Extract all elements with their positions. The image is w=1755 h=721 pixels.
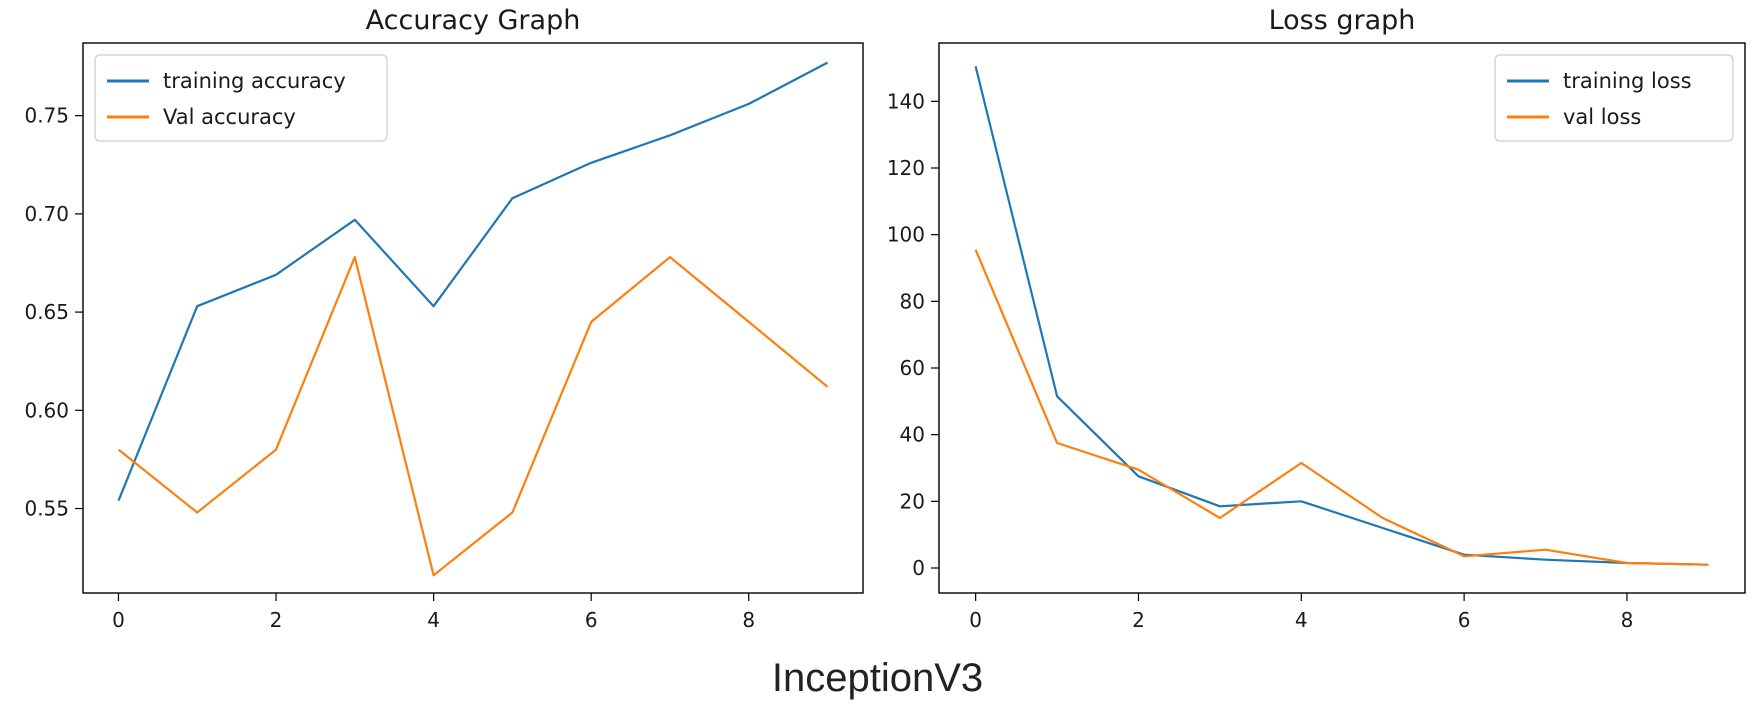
loss-y-tick-label: 60 <box>900 356 925 380</box>
accuracy-series-1-line <box>117 256 829 577</box>
loss-x-tick-label: 4 <box>1295 608 1308 632</box>
accuracy-axes-frame <box>82 42 864 594</box>
loss-axes-frame <box>938 42 1746 594</box>
accuracy-x-tick-label: 2 <box>270 608 283 632</box>
loss-y-tick-label: 0 <box>912 556 925 580</box>
accuracy-legend: training accuracy Val accuracy <box>94 54 388 142</box>
loss-legend-label-0: training loss <box>1563 69 1692 93</box>
accuracy-y-tick-label: 0.60 <box>24 398 69 422</box>
accuracy-x-tick-label: 6 <box>585 608 598 632</box>
accuracy-x-tick-label: 4 <box>427 608 440 632</box>
loss-y-tick-label: 120 <box>887 156 925 180</box>
loss-chart-title: Loss graph <box>1269 5 1416 36</box>
accuracy-y-tick-label: 0.75 <box>24 104 69 128</box>
loss-y-tick-label: 140 <box>887 89 925 113</box>
accuracy-x-tick-label: 0 <box>112 608 125 632</box>
loss-x-tick-label: 6 <box>1458 608 1471 632</box>
loss-legend: training loss val loss <box>1494 54 1734 142</box>
accuracy-y-tick-label: 0.55 <box>24 497 69 521</box>
accuracy-series-0-line <box>117 61 829 502</box>
loss-series-1-line <box>974 249 1709 566</box>
accuracy-legend-label-1: Val accuracy <box>163 105 296 129</box>
loss-y-tick-label: 80 <box>900 289 925 313</box>
accuracy-chart: Accuracy Graph 0 2 4 6 8 0.55 0.60 0.65 0.70 0.75 t… <box>24 5 864 632</box>
loss-y-tick-label: 100 <box>887 223 925 247</box>
loss-y-tick-label: 40 <box>900 423 925 447</box>
loss-y-tick-label: 20 <box>900 489 925 513</box>
loss-x-tick-label: 0 <box>969 608 982 632</box>
loss-series-0-line <box>974 66 1709 566</box>
accuracy-legend-label-0: training accuracy <box>163 69 346 93</box>
figure-caption: InceptionV3 <box>771 656 984 700</box>
loss-x-tick-label: 8 <box>1621 608 1634 632</box>
loss-legend-label-1: val loss <box>1563 105 1641 129</box>
accuracy-legend-box <box>94 54 388 142</box>
accuracy-y-tick-label: 0.70 <box>24 202 69 226</box>
accuracy-chart-title: Accuracy Graph <box>366 5 581 36</box>
accuracy-x-tick-label: 8 <box>742 608 755 632</box>
loss-legend-box <box>1494 54 1734 142</box>
accuracy-y-tick-label: 0.65 <box>24 300 69 324</box>
loss-x-tick-label: 2 <box>1132 608 1145 632</box>
